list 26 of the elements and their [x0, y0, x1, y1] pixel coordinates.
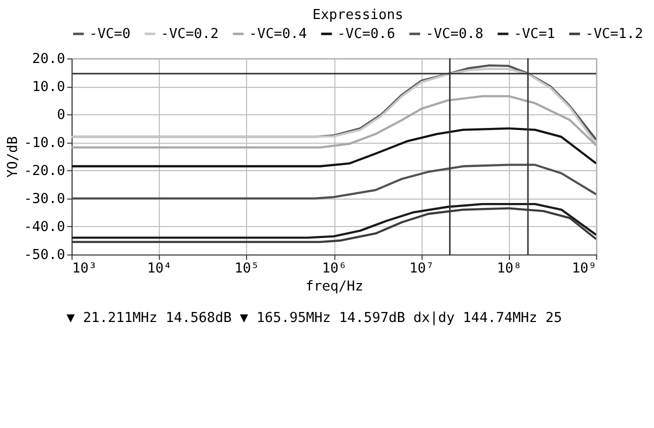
y-axis-title: YO/dB [5, 136, 22, 178]
legend-title: Expressions [312, 7, 404, 24]
x-tick-label: 10⁷ [409, 260, 434, 277]
y-tick-label: 0 [56, 106, 66, 123]
x-tick-label: 10³ [72, 260, 97, 277]
legend-label: -VC=0.6 [337, 26, 396, 42]
y-tick-label: -20.0 [24, 162, 66, 179]
x-axis-title: freq/Hz [305, 278, 364, 294]
legend-label: -VC=0 [89, 26, 131, 42]
x-tick-label: 10⁶ [322, 260, 347, 277]
x-tick-label: 10⁵ [234, 260, 260, 277]
x-tick-label: 10⁹ [572, 260, 597, 277]
legend-label: -VC=0.2 [160, 26, 219, 42]
legend-label: -VC=0.8 [426, 26, 484, 42]
text: ▼ 21.211MHz 14.568dB ▼ 165.95MHz 14.597dB dx|dy 144.74MHz 25 [66, 310, 562, 326]
legend-label: -VC=1 [514, 26, 556, 42]
y-tick-label: 10.0 [32, 78, 66, 95]
x-tick-label: 10⁸ [496, 260, 522, 277]
y-tick-label: -10.0 [24, 134, 66, 151]
y-tick-label: -40.0 [24, 218, 66, 235]
y-tick-label: -30.0 [24, 190, 66, 207]
y-tick-label: 20.0 [32, 50, 66, 67]
y-tick-label: -50.0 [24, 246, 66, 263]
legend-label: -VC=0.4 [249, 26, 307, 42]
legend-label: -VC=1.2 [585, 26, 644, 42]
x-tick-label: 10⁴ [147, 260, 172, 277]
